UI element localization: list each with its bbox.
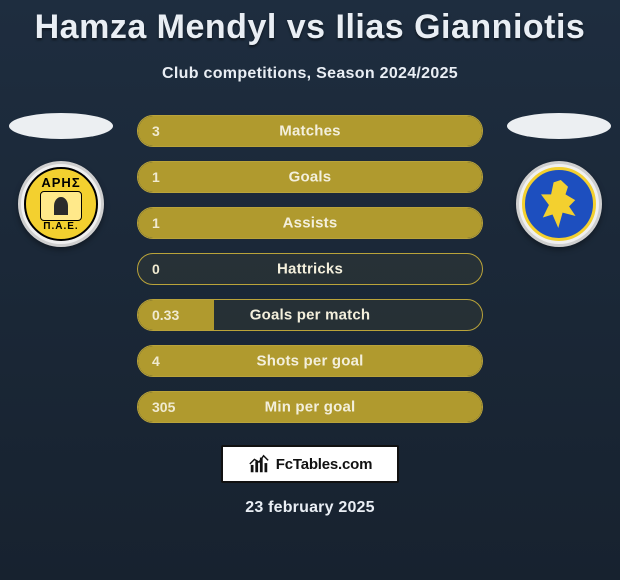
stat-bar-label: Hattricks: [277, 261, 343, 278]
right-player-column: [504, 113, 614, 247]
aris-badge-top-text: ΑΡΗΣ: [41, 176, 80, 189]
stat-bar-value: 1: [152, 169, 160, 185]
stat-bar: 0.33 Goals per match: [137, 299, 483, 331]
right-club-badge: [516, 161, 602, 247]
stat-bar-value: 305: [152, 399, 175, 415]
panaitolikos-badge-figure: [541, 180, 577, 228]
comparison-body: ΑΡΗΣ Π.Α.Ε. 3 Matches 1 Goals 1 Assists 0 Hattr…: [0, 115, 620, 517]
stat-bar-label: Matches: [279, 123, 340, 140]
stat-bar-value: 0: [152, 261, 160, 277]
panaitolikos-badge: [522, 167, 596, 241]
aris-badge-bottom-text: Π.Α.Ε.: [43, 222, 78, 232]
stat-bar-label: Goals per match: [250, 307, 371, 324]
page-title: Hamza Mendyl vs Ilias Gianniotis: [0, 0, 620, 47]
brand-box: FcTables.com: [221, 445, 399, 483]
stat-bar-value: 1: [152, 215, 160, 231]
stat-bar: 1 Goals: [137, 161, 483, 193]
stat-bar-label: Shots per goal: [257, 353, 364, 370]
brand-chart-icon: [248, 453, 270, 475]
stat-bar-value: 3: [152, 123, 160, 139]
left-player-column: ΑΡΗΣ Π.Α.Ε.: [6, 113, 116, 247]
stat-bars: 3 Matches 1 Goals 1 Assists 0 Hattricks 0.33 Goal…: [137, 115, 483, 423]
stat-bar-value: 0.33: [152, 307, 179, 323]
left-player-avatar: [9, 113, 113, 139]
stat-bar-label: Goals: [289, 169, 332, 186]
stat-bar: 3 Matches: [137, 115, 483, 147]
stat-bar-label: Min per goal: [265, 399, 356, 416]
comparison-date: 23 february 2025: [0, 499, 620, 517]
brand-text: FcTables.com: [276, 456, 373, 473]
aris-badge: ΑΡΗΣ Π.Α.Ε.: [24, 167, 98, 241]
left-club-badge: ΑΡΗΣ Π.Α.Ε.: [18, 161, 104, 247]
stat-bar: 305 Min per goal: [137, 391, 483, 423]
aris-badge-figure: [40, 191, 82, 221]
stat-bar: 4 Shots per goal: [137, 345, 483, 377]
stat-bar-value: 4: [152, 353, 160, 369]
right-player-avatar: [507, 113, 611, 139]
stat-bar-label: Assists: [283, 215, 338, 232]
stat-bar: 0 Hattricks: [137, 253, 483, 285]
page-subtitle: Club competitions, Season 2024/2025: [0, 65, 620, 83]
stat-bar: 1 Assists: [137, 207, 483, 239]
